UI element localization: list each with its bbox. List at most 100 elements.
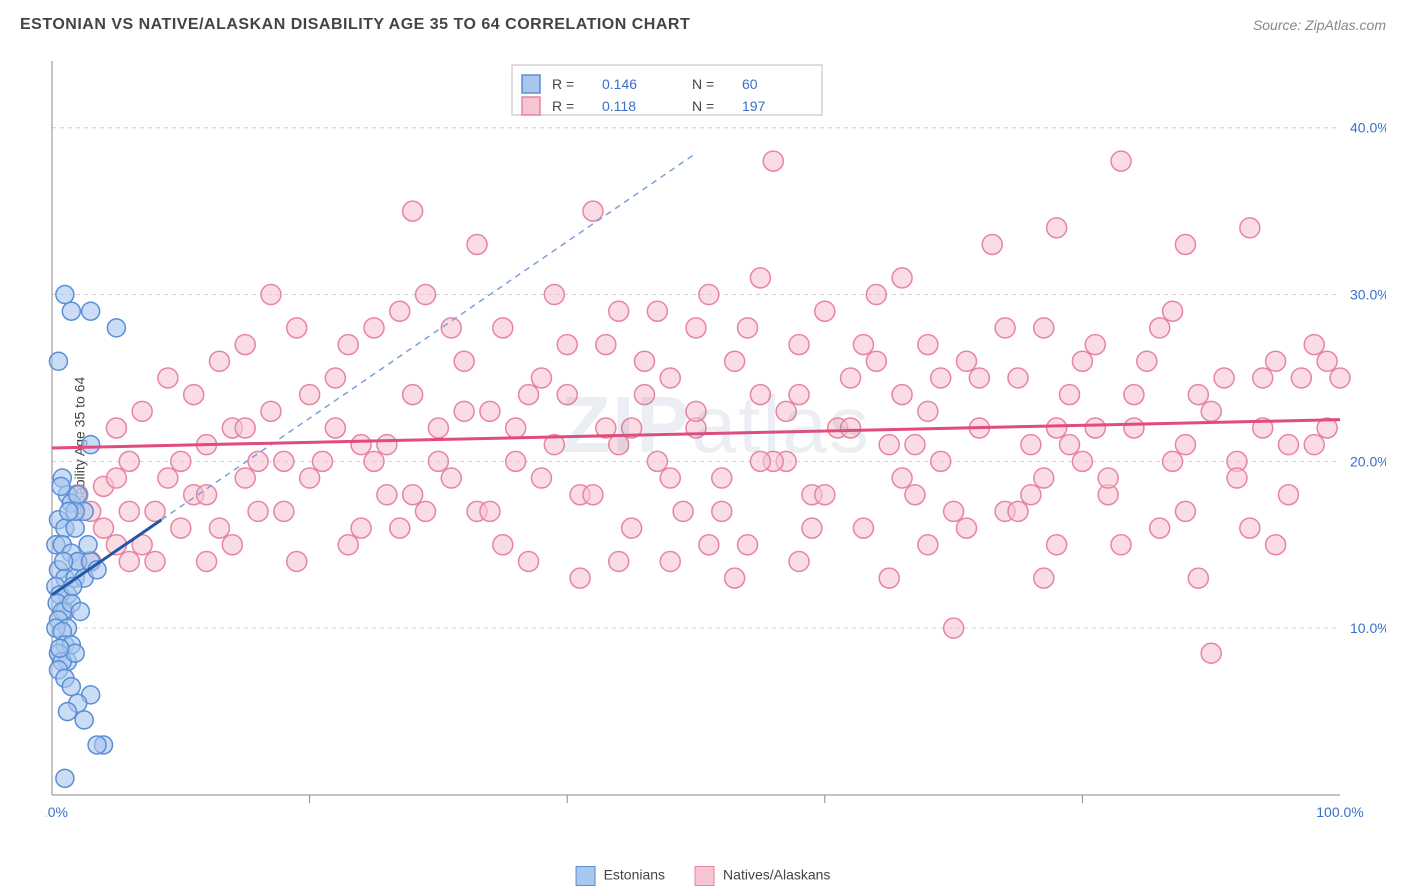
data-point [94,518,114,538]
data-point [750,451,770,471]
data-point [1175,235,1195,255]
data-point [106,468,126,488]
data-point [557,335,577,355]
data-point [1021,435,1041,455]
svg-text:N =: N = [692,76,714,92]
data-point [789,385,809,405]
data-point [531,468,551,488]
data-point [892,385,912,405]
data-point [519,385,539,405]
data-point [660,368,680,388]
legend-swatch [576,866,596,886]
data-point [351,518,371,538]
data-point [583,201,603,221]
data-point [1072,351,1092,371]
data-point [944,618,964,638]
data-point [1072,451,1092,471]
data-point [531,368,551,388]
data-point [841,418,861,438]
data-point [107,319,125,337]
data-point [750,385,770,405]
data-point [1150,318,1170,338]
data-point [1098,468,1118,488]
data-point [1317,351,1337,371]
data-point [171,518,191,538]
data-point [609,435,629,455]
data-point [1034,468,1054,488]
data-point [1008,501,1028,521]
data-point [1008,368,1028,388]
legend-item: Estonians [576,866,665,886]
data-point [197,551,217,571]
data-point [1188,385,1208,405]
data-point [364,451,384,471]
data-point [158,368,178,388]
svg-text:R =: R = [552,76,574,92]
data-point [480,401,500,421]
data-point [544,285,564,305]
data-point [493,318,513,338]
data-point [480,501,500,521]
data-point [300,385,320,405]
data-point [1111,535,1131,555]
svg-text:197: 197 [742,98,766,114]
data-point [82,302,100,320]
data-point [62,678,80,696]
data-point [815,301,835,321]
svg-text:20.0%: 20.0% [1350,453,1386,469]
data-point [60,502,78,520]
data-point [416,285,436,305]
data-point [1124,385,1144,405]
data-point [1304,435,1324,455]
data-point [1201,643,1221,663]
data-point [403,201,423,221]
data-point [686,401,706,421]
data-point [596,335,616,355]
data-point [725,351,745,371]
data-point [918,401,938,421]
data-point [1175,435,1195,455]
data-point [56,769,74,787]
data-point [119,501,139,521]
chart-area: 10.0%20.0%30.0%40.0%0.0%100.0%R =0.146N … [46,55,1386,825]
data-point [184,385,204,405]
data-point [274,451,294,471]
data-point [235,418,255,438]
svg-text:10.0%: 10.0% [1350,620,1386,636]
data-point [222,535,242,555]
data-point [789,551,809,571]
data-point [428,418,448,438]
data-point [88,736,106,754]
data-point [248,501,268,521]
data-point [918,335,938,355]
scatter-chart: 10.0%20.0%30.0%40.0%0.0%100.0%R =0.146N … [46,55,1386,825]
data-point [1047,535,1067,555]
data-point [145,551,165,571]
data-point [1278,435,1298,455]
data-point [905,485,925,505]
data-point [982,235,1002,255]
data-point [866,285,886,305]
data-point [609,551,629,571]
data-point [261,285,281,305]
data-point [712,501,732,521]
svg-text:R =: R = [552,98,574,114]
data-point [1047,218,1067,238]
data-point [995,318,1015,338]
legend-swatch [695,866,715,886]
data-point [789,335,809,355]
data-point [1085,335,1105,355]
source-label: Source: ZipAtlas.com [1253,17,1386,33]
data-point [403,485,423,505]
data-point [1163,301,1183,321]
data-point [956,351,976,371]
data-point [209,351,229,371]
chart-title: ESTONIAN VS NATIVE/ALASKAN DISABILITY AG… [20,16,690,34]
data-point [892,268,912,288]
legend-swatch [522,75,540,93]
data-point [583,485,603,505]
data-point [75,711,93,729]
data-point [879,435,899,455]
data-point [609,301,629,321]
data-point [969,368,989,388]
